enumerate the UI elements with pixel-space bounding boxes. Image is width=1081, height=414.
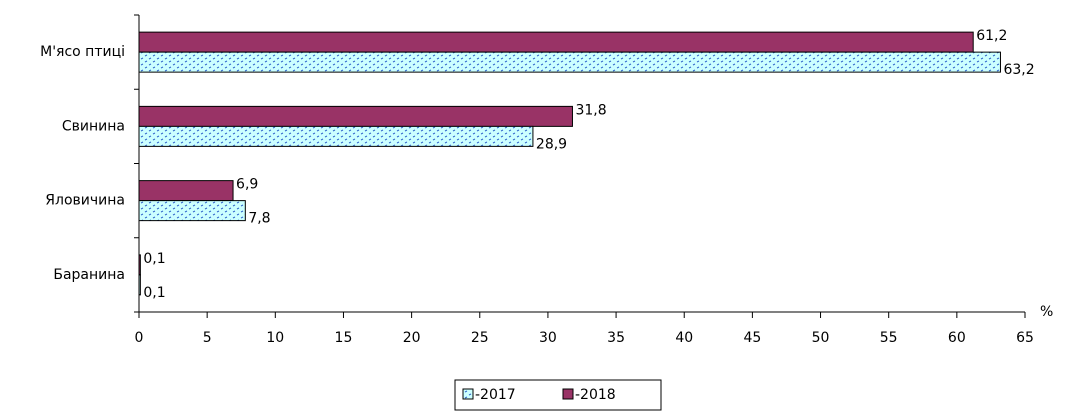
value-label: 28,9: [536, 136, 567, 152]
x-tick-label: 30: [539, 330, 557, 346]
y-tick-label: Свинина: [62, 118, 125, 134]
value-label: 63,2: [1003, 62, 1034, 78]
x-tick-label: 60: [948, 330, 966, 346]
legend-label: -2018: [575, 387, 616, 403]
bar: [138, 51, 1001, 73]
legend-swatch: [462, 388, 474, 400]
value-label: 61,2: [976, 28, 1007, 44]
bar: [138, 31, 974, 53]
x-tick-label: 15: [335, 330, 353, 346]
x-tick-label: 50: [812, 330, 830, 346]
x-tick-label: 25: [471, 330, 489, 346]
bar: [138, 200, 246, 222]
x-tick-label: 10: [266, 330, 284, 346]
x-tick-label: 40: [675, 330, 693, 346]
y-tick-label: Баранина: [53, 267, 125, 283]
legend-swatch: [562, 388, 574, 400]
value-label: 31,8: [575, 102, 606, 118]
value-label: 0,1: [143, 251, 165, 267]
value-label: 0,1: [143, 285, 165, 301]
x-tick-label: 55: [880, 330, 898, 346]
bar: [138, 125, 534, 147]
x-tick-label: 65: [1016, 330, 1034, 346]
x-tick-label: 0: [135, 330, 144, 346]
legend-box: [454, 379, 662, 411]
x-tick-label: 45: [743, 330, 761, 346]
y-tick-label: Яловичина: [45, 193, 125, 209]
x-tick-label: 20: [403, 330, 421, 346]
bar: [138, 180, 234, 202]
x-tick-label: 35: [607, 330, 625, 346]
x-tick-label: 5: [203, 330, 212, 346]
legend-label: -2017: [475, 387, 516, 403]
x-axis-unit: %: [1040, 304, 1053, 320]
bar: [138, 254, 141, 276]
bar: [138, 274, 141, 296]
value-label: 7,8: [248, 211, 270, 227]
bar: [138, 105, 573, 127]
y-tick-label: М'ясо птиці: [40, 44, 125, 60]
value-label: 6,9: [236, 177, 258, 193]
